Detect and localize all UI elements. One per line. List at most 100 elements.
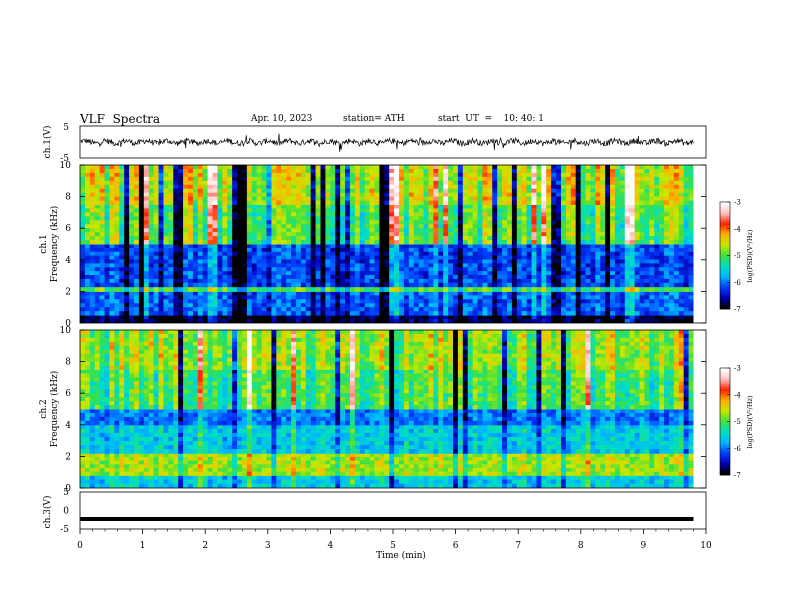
spectrogram-cell bbox=[237, 247, 243, 253]
spectrogram-cell bbox=[330, 176, 336, 182]
spectrogram-cell bbox=[305, 247, 312, 253]
spectrogram-cell bbox=[467, 303, 474, 308]
spectrogram-cell bbox=[163, 168, 169, 174]
spectrogram-cell bbox=[605, 291, 611, 296]
spectrogram-cell bbox=[217, 188, 223, 194]
spectrogram-cell bbox=[320, 303, 326, 308]
spectrogram-cell bbox=[345, 271, 351, 276]
spectrogram-cell bbox=[232, 236, 238, 241]
spectrogram-cell bbox=[325, 263, 331, 268]
spectrogram-cell bbox=[413, 240, 420, 245]
spectrogram-cell bbox=[374, 204, 380, 209]
spectrogram-cell bbox=[551, 282, 557, 288]
spectrogram-cell bbox=[374, 307, 380, 312]
spectrogram-cell bbox=[158, 165, 165, 170]
spectrogram-cell bbox=[202, 278, 209, 284]
spectrogram-cell bbox=[330, 259, 336, 264]
spectrogram-cell bbox=[389, 168, 395, 174]
spectrogram-cell bbox=[94, 311, 101, 316]
spectrogram-cell bbox=[526, 180, 533, 186]
spectrogram-cell bbox=[80, 319, 86, 323]
spectrogram-cell bbox=[163, 244, 169, 249]
spectrogram-cell bbox=[340, 200, 346, 205]
spectrogram-cell bbox=[600, 236, 606, 241]
spectrogram-cell bbox=[438, 192, 444, 198]
spectrogram-cell bbox=[438, 176, 444, 182]
spectrogram-cell bbox=[492, 311, 498, 316]
spectrogram-cell bbox=[600, 255, 606, 261]
spectrogram-cell bbox=[462, 278, 469, 284]
spectrogram-cell bbox=[80, 165, 86, 170]
spectrogram-cell bbox=[511, 244, 518, 249]
spectrogram-cell bbox=[605, 180, 611, 186]
spectrogram-cell bbox=[551, 228, 557, 233]
spectrogram-cell bbox=[138, 299, 145, 304]
spectrogram-cell bbox=[281, 251, 287, 257]
spectrogram-cell bbox=[237, 208, 243, 213]
spectrogram-cell bbox=[639, 208, 645, 213]
spectrogram-cell bbox=[364, 315, 371, 320]
spectrogram-cell bbox=[394, 311, 400, 316]
spectrogram-cell bbox=[418, 212, 425, 217]
spectrogram-cell bbox=[104, 240, 111, 245]
spectrogram-cell bbox=[197, 311, 204, 316]
spectrogram-cell bbox=[129, 255, 135, 261]
spectrogram-cell bbox=[109, 319, 115, 323]
spectrogram-cell bbox=[281, 220, 287, 225]
spectrogram-cell bbox=[197, 232, 204, 237]
spectrogram-cell bbox=[511, 216, 518, 221]
spectrogram-cell bbox=[585, 275, 592, 280]
spectrogram-cell bbox=[379, 278, 385, 284]
spectrogram-cell bbox=[168, 286, 174, 292]
spectrogram-cell bbox=[104, 168, 111, 174]
spectrogram-cell bbox=[173, 188, 179, 194]
spectrogram-cell bbox=[310, 291, 317, 296]
spectrogram-cell bbox=[183, 263, 189, 268]
spectrogram-cell bbox=[497, 165, 503, 170]
spectrogram-cell bbox=[418, 271, 425, 276]
spectrogram-cell bbox=[281, 188, 287, 194]
spectrogram-cell bbox=[276, 176, 282, 182]
spectrogram-cell bbox=[192, 172, 199, 178]
spectrogram-cell bbox=[492, 236, 498, 241]
spectrogram-cell bbox=[644, 255, 650, 261]
spectrogram-cell bbox=[104, 259, 111, 264]
spectrogram-cell bbox=[551, 271, 557, 276]
spectrogram-cell bbox=[345, 240, 351, 245]
spectrogram-cell bbox=[379, 240, 385, 245]
spectrogram-cell bbox=[629, 176, 636, 182]
spectrogram-cell bbox=[207, 188, 214, 194]
spectrogram-cell bbox=[266, 263, 273, 268]
spectrogram-cell bbox=[340, 282, 346, 288]
spectrogram-cell bbox=[349, 165, 356, 170]
spectrogram-cell bbox=[359, 307, 366, 312]
spectrogram-cell bbox=[99, 247, 106, 253]
spectrogram-cell bbox=[560, 286, 567, 292]
spectrogram-cell bbox=[536, 176, 542, 182]
spectrogram-cell bbox=[605, 188, 611, 194]
spectrogram-cell bbox=[575, 204, 582, 209]
spectrogram-cell bbox=[300, 208, 307, 213]
spectrogram-cell bbox=[575, 286, 582, 292]
spectrogram-cell bbox=[80, 228, 86, 233]
spectrogram-cell bbox=[580, 224, 587, 229]
spectrogram-cell bbox=[129, 172, 135, 178]
spectrogram-cell bbox=[526, 176, 533, 182]
spectrogram-cell bbox=[433, 212, 439, 217]
spectrogram-cell bbox=[133, 165, 140, 170]
spectrogram-cell bbox=[433, 259, 439, 264]
spectrogram-cell bbox=[340, 295, 346, 300]
spectrogram-cell bbox=[668, 212, 675, 217]
spectrogram-cell bbox=[133, 184, 140, 190]
spectrogram-cell bbox=[389, 267, 395, 272]
spectrogram-cell bbox=[580, 259, 587, 264]
spectrogram-cell bbox=[232, 184, 238, 190]
spectrogram-cell bbox=[374, 291, 380, 296]
spectrogram-cell bbox=[634, 275, 641, 280]
spectrogram-cell bbox=[433, 208, 439, 213]
spectrogram-cell bbox=[320, 196, 326, 202]
spectrogram-cell bbox=[222, 216, 228, 221]
spectrogram-cell bbox=[291, 212, 297, 217]
spectrogram-cell bbox=[570, 208, 577, 213]
spectrogram-cell bbox=[340, 232, 346, 237]
